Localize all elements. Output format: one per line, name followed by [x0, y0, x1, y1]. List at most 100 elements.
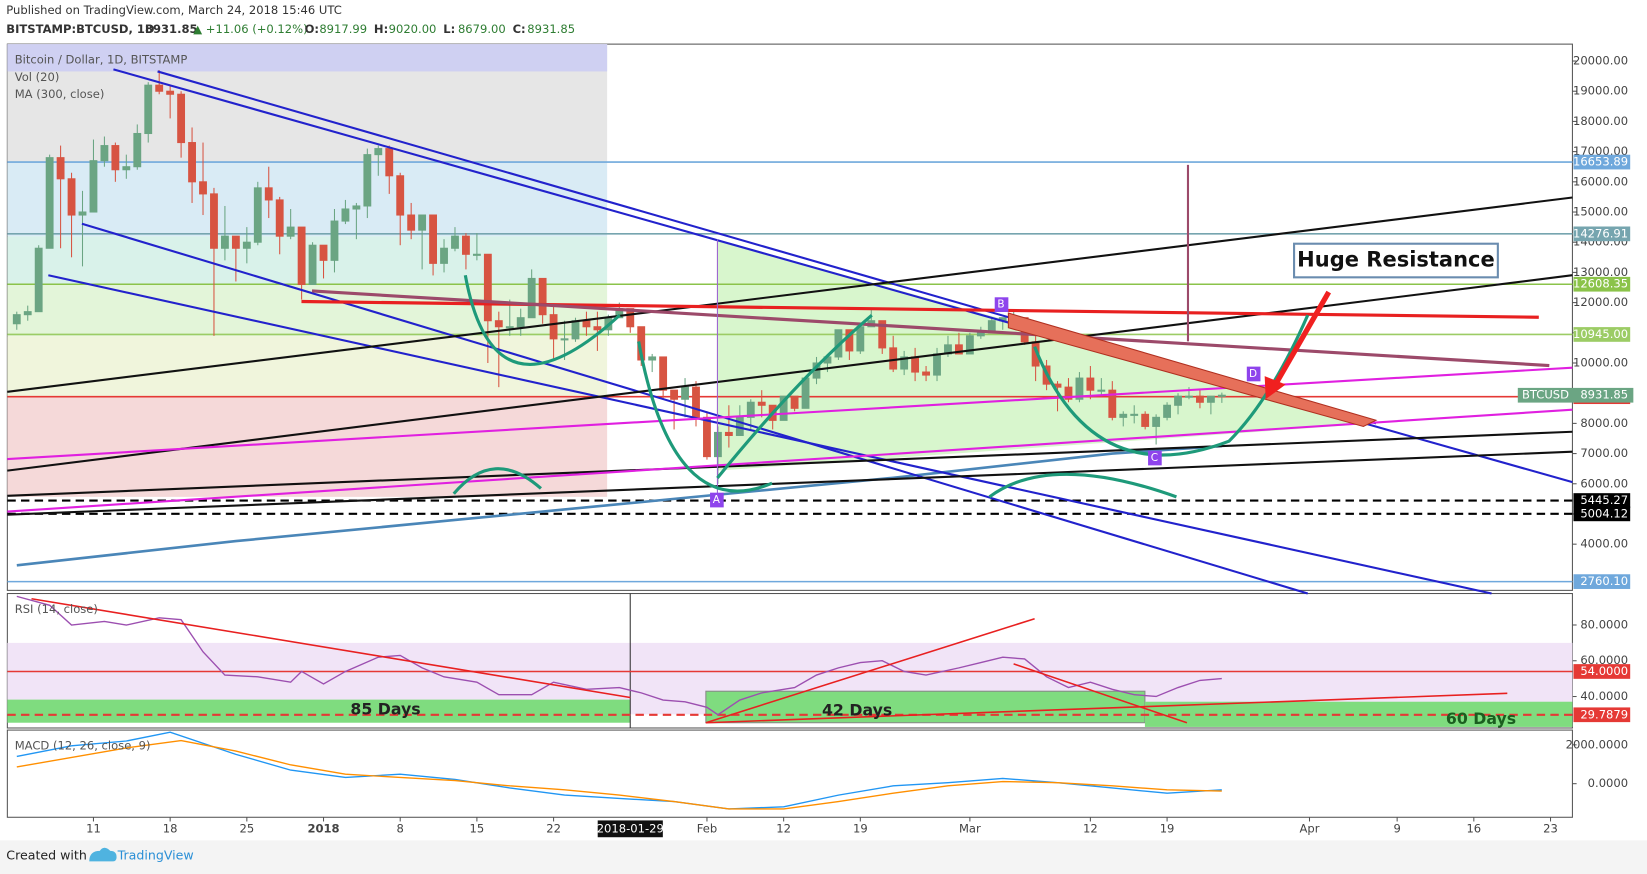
x-tick-label: 19	[1160, 821, 1175, 835]
candle-body	[582, 320, 591, 328]
x-tick-label: 23	[1543, 821, 1558, 835]
candle-body	[1152, 416, 1161, 427]
point-label: A	[713, 494, 721, 506]
candle-body	[790, 395, 799, 409]
candle-body	[396, 175, 405, 216]
last-price-box	[1517, 387, 1634, 403]
candle-body	[681, 386, 689, 400]
candle-body	[231, 235, 240, 249]
ohlc-value: 8917.99	[319, 22, 367, 36]
y-tick-label: 8000.00	[1580, 416, 1628, 430]
candle-body	[111, 145, 120, 171]
arc	[1033, 314, 1310, 457]
arc	[716, 313, 873, 479]
y-tick-label: 0.0000	[1588, 776, 1628, 790]
candle-body	[1206, 395, 1215, 403]
trend-line	[7, 408, 1573, 513]
point-marker	[1246, 366, 1261, 382]
level-label-box	[1573, 506, 1631, 522]
trend-line	[7, 274, 1573, 472]
candle-body	[144, 84, 153, 135]
x-tick-label: 16	[1466, 821, 1481, 835]
candle-body	[516, 317, 525, 328]
level-label-box	[1573, 574, 1631, 589]
point-marker	[994, 297, 1009, 312]
candle-body	[757, 401, 766, 406]
zone	[7, 162, 608, 237]
candle-body	[659, 356, 668, 391]
arc	[452, 467, 542, 495]
level-label-box	[1573, 327, 1631, 342]
y-tick-label: 16000.00	[1573, 174, 1628, 188]
candle-body	[374, 148, 383, 156]
logo[interactable]	[89, 847, 117, 862]
candle-body	[122, 166, 131, 171]
candle-body	[549, 314, 558, 340]
candle-body	[505, 326, 514, 329]
macd-title: MACD (12, 26, close, 9)	[15, 738, 151, 752]
candle-body	[1174, 395, 1182, 406]
x-tick-label: 8	[397, 821, 404, 835]
candle-body	[45, 157, 54, 249]
level-label: 5004.12	[1580, 506, 1628, 520]
y-tick-label: 15000.00	[1573, 205, 1628, 219]
candle-body	[878, 320, 887, 349]
arc	[463, 274, 621, 366]
legend-entry: MA (300, close)	[15, 87, 105, 101]
ohlc-value: 8679.00	[458, 22, 506, 36]
rsi-trend	[31, 597, 631, 699]
candle-body	[341, 208, 350, 222]
ohlc-key: C:	[513, 22, 526, 36]
candle-body	[746, 401, 755, 418]
resistance-band	[1007, 312, 1378, 428]
level-label-box	[1573, 276, 1631, 292]
trend-line	[7, 430, 1573, 497]
rsi-title: RSI (14, close)	[15, 602, 98, 616]
y-tick-label: 13000.00	[1573, 265, 1628, 279]
candle-body	[1217, 394, 1226, 397]
point-label: D	[1249, 368, 1257, 380]
candle-body	[133, 132, 142, 168]
level-label: 12608.35	[1573, 277, 1628, 291]
level-label-box	[1573, 226, 1631, 242]
candle-body	[955, 344, 963, 355]
candle-body	[1108, 389, 1117, 418]
candle-body	[418, 214, 427, 231]
zone	[7, 397, 608, 497]
y-tick-label: 12000.00	[1573, 295, 1628, 309]
candle-body	[472, 253, 481, 256]
candle-body	[779, 395, 788, 421]
candle-body	[451, 235, 459, 249]
level-label-box	[1573, 493, 1631, 508]
callout: Huge Resistance	[1297, 248, 1495, 272]
candle-body	[319, 244, 328, 261]
candle-body	[89, 160, 98, 213]
candle-body	[703, 416, 711, 458]
y-tick-label: 10000.00	[1573, 355, 1628, 369]
macd-panel	[6, 729, 1573, 818]
candle-body	[1163, 404, 1171, 418]
candle-body	[1196, 395, 1204, 403]
candle-body	[199, 181, 207, 195]
rsi-trend	[705, 617, 1035, 724]
footer-bar	[0, 840, 1647, 874]
point-marker	[710, 492, 724, 508]
candle-body	[429, 214, 437, 264]
candle-body	[538, 277, 547, 316]
candle-body	[462, 235, 470, 255]
last-price: 8931.85	[145, 22, 198, 36]
level-label: 2760.10	[1580, 574, 1628, 588]
x-tick-label: Feb	[697, 821, 717, 835]
crosshair-box	[597, 820, 663, 838]
footer-brand[interactable]: TradingView	[117, 848, 194, 863]
ohlc-key: L:	[443, 22, 455, 36]
y-tick-label: 2000.0000	[1566, 737, 1628, 751]
y-tick-label: 80.0000	[1580, 617, 1628, 631]
y-tick-label: 17000.00	[1573, 144, 1628, 158]
trend-line	[7, 196, 1573, 393]
candle-body	[100, 145, 109, 162]
candle-body	[1075, 377, 1084, 400]
candle-body	[264, 187, 273, 201]
level-label: 29.7879	[1580, 707, 1628, 721]
